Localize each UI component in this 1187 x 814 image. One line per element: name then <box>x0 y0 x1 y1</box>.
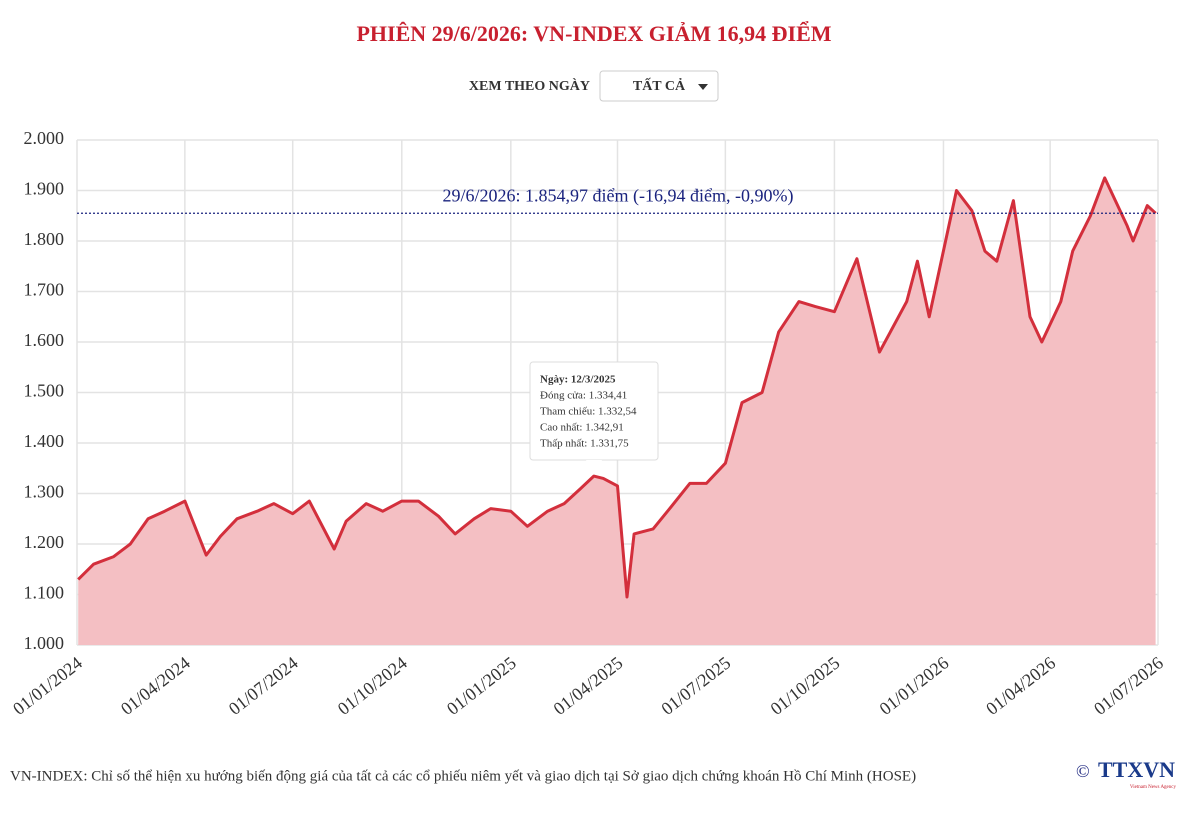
x-tick-label: 01/04/2025 <box>550 653 627 719</box>
footer-note: VN-INDEX: Chỉ số thể hiện xu hướng biến … <box>10 768 916 784</box>
y-tick-label: 1.000 <box>24 633 65 653</box>
tooltip-pointer <box>586 460 602 470</box>
tooltip-line: Thấp nhất: 1.331,75 <box>540 438 629 450</box>
control-label: XEM THEO NGÀY <box>469 77 590 94</box>
line <box>77 176 1157 599</box>
tooltip-line: Tham chiếu: 1.332,54 <box>540 406 637 418</box>
x-tick-label: 01/01/2024 <box>9 653 86 719</box>
tooltip-title: Ngày: 12/3/2025 <box>540 374 616 386</box>
dropdown-arrow[interactable] <box>698 84 708 90</box>
y-tick-label: 1.600 <box>24 330 65 350</box>
x-tick-label: 01/07/2026 <box>1090 653 1167 719</box>
logo-subtitle: Vietnam News Agency <box>1130 785 1177 790</box>
y-tick-label: 1.400 <box>24 431 65 451</box>
y-tick-label: 1.100 <box>24 583 65 603</box>
x-tick-label: 01/01/2026 <box>876 653 953 719</box>
copyright: © <box>1076 761 1090 781</box>
tooltip-line: Đóng cửa: 1.334,41 <box>540 390 627 402</box>
logo: TTXVN <box>1098 757 1175 782</box>
x-tick-label: 01/04/2024 <box>117 653 194 719</box>
dropdown-box[interactable] <box>599 70 719 102</box>
dropdown-value[interactable]: TẤT CẢ <box>633 77 686 94</box>
dropdown[interactable]: TẤT CẢ <box>599 70 719 102</box>
area <box>78 177 1156 645</box>
tooltip-line: Cao nhất: 1.342,91 <box>540 422 624 434</box>
y-tick-label: 1.800 <box>24 229 65 249</box>
y-tick-label: 1.700 <box>24 280 65 300</box>
y-tick-label: 1.900 <box>24 179 65 199</box>
x-tick-label: 01/07/2025 <box>657 653 734 719</box>
y-tick-label: 1.500 <box>24 381 65 401</box>
chart-title: PHIÊN 29/6/2026: VN-INDEX GIẢM 16,94 ĐIỂ… <box>356 21 831 46</box>
x-tick-label: 01/07/2024 <box>225 653 302 719</box>
x-tick-label: 01/10/2024 <box>334 653 411 719</box>
x-tick-label: 01/04/2026 <box>982 653 1059 719</box>
x-tick-label: 01/10/2025 <box>766 653 843 719</box>
x-tick-label: 01/01/2025 <box>443 653 520 719</box>
y-tick-label: 1.200 <box>24 532 65 552</box>
y-tick-label: 1.300 <box>24 482 65 502</box>
tooltip: Ngày: 12/3/2025 Đóng cửa: 1.334,41 Tham … <box>529 361 659 470</box>
reference-label: 29/6/2026: 1.854,97 điểm (-16,94 điểm, -… <box>443 185 794 206</box>
y-tick-label: 2.000 <box>24 128 65 148</box>
